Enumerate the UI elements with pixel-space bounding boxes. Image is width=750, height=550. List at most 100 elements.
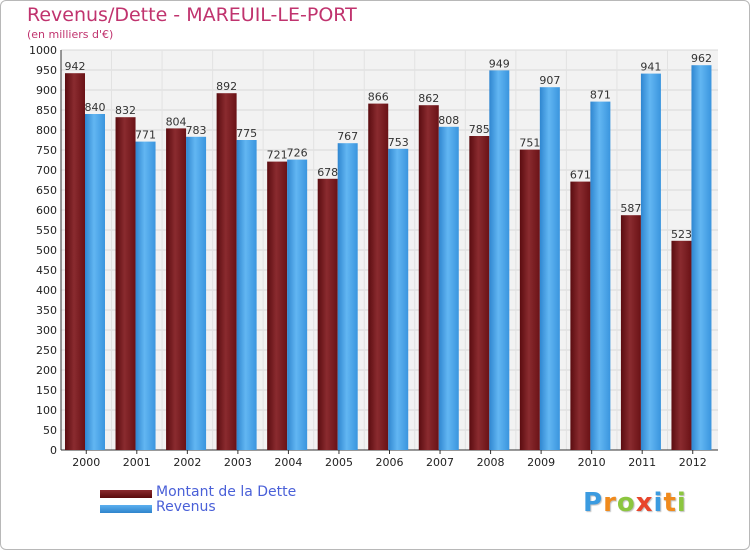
x-tick-label: 2003 [224,456,252,469]
x-tick-label: 2009 [527,456,555,469]
legend-label-dette: Montant de la Dette [156,484,297,500]
bar-revenus [388,148,409,451]
data-label-revenus: 962 [691,52,712,65]
bar-revenus [489,70,510,451]
data-label-revenus: 726 [287,147,308,160]
bar-revenus [287,159,308,450]
bar-revenus [186,136,207,451]
bar-dette [267,161,288,450]
legend-swatch-dette [100,490,152,498]
y-tick-label: 300 [36,324,57,337]
data-label-dette: 523 [671,228,692,241]
x-tick-label: 2005 [325,456,353,469]
bar-dette [166,128,187,450]
y-tick-label: 450 [36,264,57,277]
y-tick-label: 500 [36,244,57,257]
data-label-revenus: 783 [186,124,207,137]
bar-dette [115,117,136,450]
x-tick-label: 2011 [628,456,656,469]
bar-revenus [539,87,560,450]
bar-dette [620,215,641,450]
x-tick-label: 2006 [376,456,404,469]
y-tick-label: 550 [36,224,57,237]
data-label-revenus: 767 [337,130,358,143]
data-label-revenus: 808 [438,114,459,127]
data-label-revenus: 907 [539,74,560,87]
data-label-dette: 866 [368,91,389,104]
y-tick-label: 750 [36,144,57,157]
x-tick-label: 2000 [72,456,100,469]
y-tick-label: 400 [36,284,57,297]
data-label-dette: 832 [115,104,136,117]
y-tick-label: 150 [36,384,57,397]
bar-revenus [640,73,661,450]
logo-letter: i [676,488,687,518]
logo-letter: o [616,488,636,518]
bar-dette [418,105,439,450]
y-tick-label: 0 [50,444,57,457]
data-label-revenus: 949 [489,57,510,70]
data-label-dette: 785 [469,123,490,136]
y-tick-label: 50 [43,424,57,437]
data-label-revenus: 775 [236,127,257,140]
data-label-dette: 804 [166,115,187,128]
y-tick-label: 250 [36,344,57,357]
chart-subtitle: (en milliers d'€) [27,28,114,41]
data-label-revenus: 771 [135,129,156,142]
data-label-revenus: 941 [640,61,661,74]
data-label-revenus: 871 [590,89,611,102]
data-label-dette: 892 [216,80,237,93]
data-label-dette: 587 [620,202,641,215]
data-label-dette: 862 [418,92,439,105]
data-label-dette: 678 [317,166,338,179]
bar-revenus [337,143,358,450]
bar-dette [368,103,389,450]
bar-revenus [590,101,611,450]
x-tick-label: 2012 [679,456,707,469]
legend-swatch-revenus [100,505,152,513]
x-tick-label: 2007 [426,456,454,469]
logo-letter: x [635,488,654,518]
logo-letter: t [663,488,677,518]
data-label-revenus: 753 [388,136,409,149]
bar-dette [570,181,591,450]
logo-letter: i [653,488,664,518]
bar-revenus [691,65,712,450]
bar-dette [65,73,85,450]
y-tick-label: 1000 [29,44,57,57]
proxiti-logo: Proxiti [583,488,687,518]
y-tick-label: 700 [36,164,57,177]
bar-dette [216,93,237,450]
y-tick-label: 900 [36,84,57,97]
data-label-dette: 721 [267,149,288,162]
x-tick-label: 2002 [173,456,201,469]
bar-revenus [236,140,257,450]
bar-dette [317,178,338,451]
logo-letter: P [583,488,604,518]
y-tick-label: 350 [36,304,57,317]
y-tick-label: 200 [36,364,57,377]
legend-label-revenus: Revenus [156,499,216,515]
bar-dette [519,149,540,450]
data-label-revenus: 840 [85,101,106,114]
bar-dette [671,240,692,450]
y-tick-label: 100 [36,404,57,417]
y-tick-label: 800 [36,124,57,137]
data-label-dette: 671 [570,169,591,182]
x-tick-label: 2004 [274,456,302,469]
bar-revenus [438,126,459,451]
x-tick-label: 2010 [578,456,606,469]
y-tick-label: 650 [36,184,57,197]
x-tick-label: 2008 [477,456,505,469]
chart-title: Revenus/Dette - MAREUIL-LE-PORT [27,4,357,26]
bar-dette [469,136,490,450]
data-label-dette: 751 [519,137,540,150]
bar-revenus [85,114,105,450]
data-label-dette: 942 [65,60,86,73]
logo-letter: r [603,488,617,518]
y-tick-label: 850 [36,104,57,117]
bar-revenus [135,141,156,450]
y-tick-label: 600 [36,204,57,217]
x-tick-label: 2001 [123,456,151,469]
